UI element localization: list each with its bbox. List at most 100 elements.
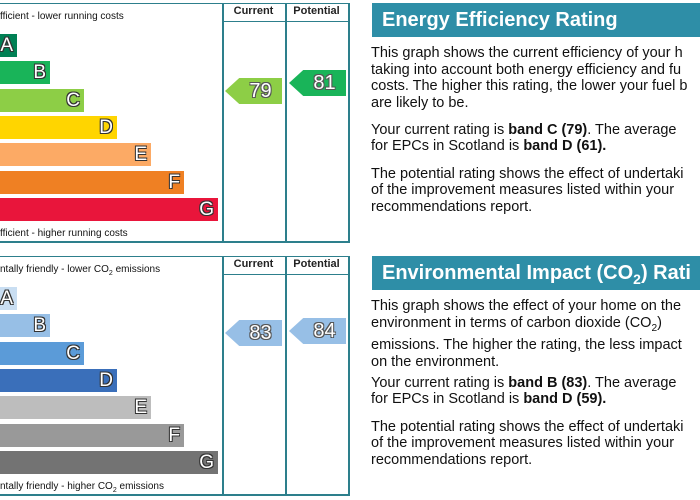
rating-band: E [0,396,151,420]
text-line: costs. The higher this rating, the lower… [371,78,687,95]
band-letter: A [0,35,13,56]
subscript: 2 [108,270,113,277]
band-letter: A [0,288,13,309]
text-line: Your current rating is band B (83). The … [371,375,676,392]
top-rule [0,256,348,257]
text: fficient - higher running costs [0,228,128,239]
column-rule [285,256,287,496]
current-rating-value: 79 [249,80,272,102]
subscript: 2 [633,271,641,287]
rating-band: E [0,143,151,167]
text: Environmental Impact (CO [382,262,634,284]
text: ) [657,314,662,331]
column-rule [285,3,287,243]
current-rating-value: 83 [249,322,272,344]
band-letter: F [168,424,180,446]
paragraph: The potential rating shows the effect of… [371,419,683,469]
bold-text: band D (59). [523,391,607,408]
text: This graph shows the current efficiency … [371,45,683,61]
header-potential: Potential [293,258,340,270]
text: The potential rating shows the effect of… [371,165,684,182]
header-current: Current [233,5,274,17]
rating-band: F [0,170,184,194]
text-line: for EPCs in Scotland is band D (59). [371,391,676,408]
text-line: of the improvement measures listed withi… [371,182,683,199]
text: costs. The higher this rating, the lower… [371,78,688,95]
text: for EPCs in Scotland is [371,138,524,155]
text: on the environment. [371,353,500,370]
band-letter: B [33,62,46,84]
band-letter: G [199,198,214,220]
rating-band: A [0,287,17,310]
text-line: are likely to be. [371,95,687,112]
text: ntally friendly - lower CO [0,264,109,275]
text: environment in terms of carbon dioxide (… [371,314,652,331]
text: emissions [112,264,161,275]
scale-bottom-label: fficient - higher running costs [0,228,128,239]
rating-band: D [0,115,117,139]
subscript: 2 [112,487,117,494]
scale-top-label: ntally friendly - lower CO2 emissions [0,264,160,277]
text: ntally friendly - higher CO [0,481,113,492]
text: of the improvement measures listed withi… [371,435,675,452]
rating-band: A [0,34,17,57]
band-letter: C [66,89,80,111]
paragraph: This graph shows the current efficiency … [371,45,687,111]
paragraph: This graph shows the effect of your home… [371,298,682,370]
band-letter: E [134,397,147,419]
text-line: for EPCs in Scotland is band D (61). [371,138,676,155]
paragraph: The potential rating shows the effect of… [371,166,683,216]
text-line: Your current rating is band C (79). The … [371,122,676,139]
scale-top-label: fficient - lower running costs [0,11,124,22]
text: The potential rating shows the effect of… [371,418,684,435]
text-line: recommendations report. [371,199,683,216]
text: . The average [587,374,677,391]
text-line: The potential rating shows the effect of… [371,166,683,183]
section-title: Environmental Impact (CO2) Rati [372,256,700,290]
band-letter: C [66,342,80,364]
header-current: Current [233,258,274,270]
text: emissions [116,481,164,492]
bold-text: band B (83) [508,374,588,391]
text-line: emissions. The higher the rating, the le… [371,337,682,354]
text: taking into account both energy efficien… [371,61,682,78]
potential-rating-arrow: 81 [289,70,346,96]
potential-rating-arrow: 84 [289,318,346,344]
bottom-rule [0,494,350,496]
column-rule [222,256,224,496]
section-title: Energy Efficiency Rating [372,3,700,37]
scale-bottom-label: ntally friendly - higher CO2 emissions [0,481,164,494]
paragraph: Your current rating is band C (79). The … [371,122,676,155]
text-line: taking into account both energy efficien… [371,62,687,79]
text: of the improvement measures listed withi… [371,182,675,199]
bottom-rule [0,241,350,243]
text: recommendations report. [371,198,533,215]
column-rule [348,3,350,243]
column-rule [222,3,224,243]
text: ) Rati [640,262,691,284]
text-line: This graph shows the current efficiency … [371,45,687,62]
rating-band: G [0,450,218,474]
current-rating-arrow: 79 [225,78,282,104]
text: are likely to be. [371,94,469,111]
band-letter: G [199,451,214,473]
rating-band: F [0,423,184,447]
text-line: recommendations report. [371,452,683,469]
rating-band: C [0,341,84,365]
text-line: The potential rating shows the effect of… [371,419,683,436]
text: Your current rating is [371,374,509,391]
top-rule [0,3,348,4]
band-letter: B [33,315,46,337]
potential-rating-value: 84 [313,320,336,342]
rating-band: D [0,368,117,392]
current-rating-arrow: 83 [225,320,282,346]
rating-band: B [0,61,50,85]
band-letter: F [168,171,180,193]
rating-band: B [0,314,50,338]
band-letter: E [134,144,147,166]
text-line: environment in terms of carbon dioxide (… [371,315,682,337]
bold-text: band D (61). [523,138,607,155]
text: . The average [587,121,677,138]
text: fficient - lower running costs [0,11,124,22]
